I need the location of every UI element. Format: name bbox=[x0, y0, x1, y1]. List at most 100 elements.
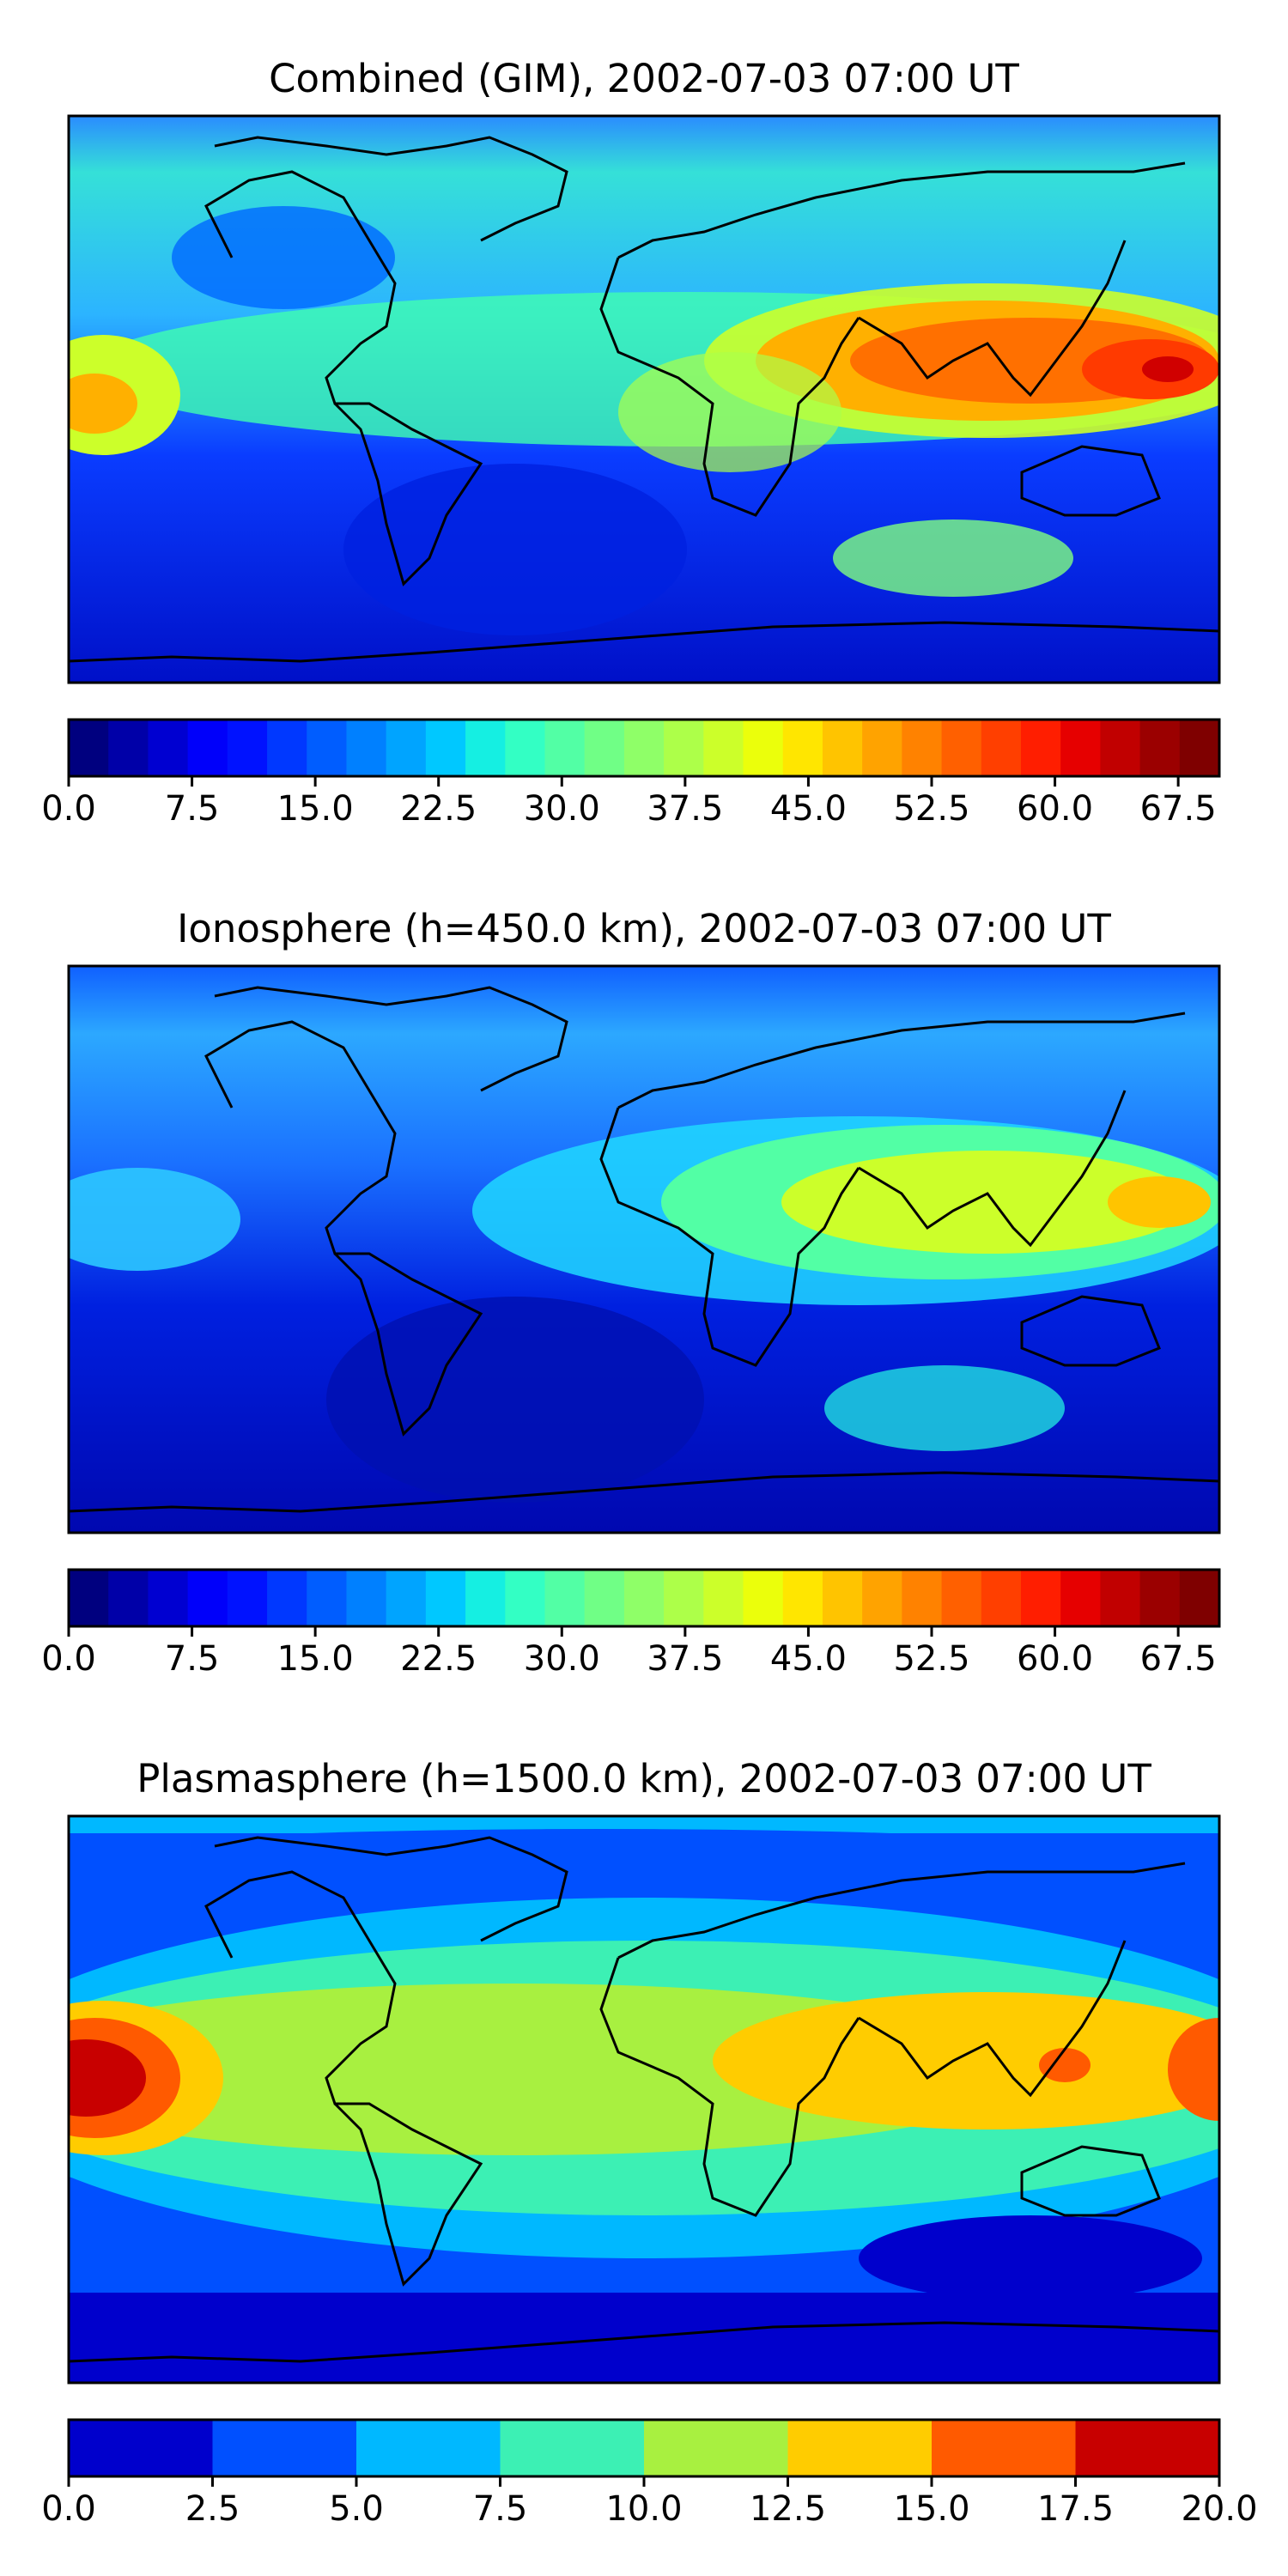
colorbar-segment bbox=[1100, 1570, 1141, 1626]
colorbar-segment bbox=[782, 1570, 823, 1626]
colorbar-tick-label: 67.5 bbox=[1140, 789, 1217, 829]
colorbar-tick-label: 15.0 bbox=[893, 2489, 969, 2529]
colorbar-segment bbox=[187, 720, 228, 776]
colorbar: 0.0 2.5 5.0 7.5 10.0 12.5 15.0 17.5 20.0 bbox=[41, 2418, 1258, 2529]
colorbar-segment bbox=[465, 1570, 506, 1626]
colorbar-segment bbox=[500, 2420, 645, 2476]
colorbar-segment bbox=[981, 720, 1022, 776]
colorbar-segment bbox=[623, 720, 665, 776]
map-svg: 0.0 2.5 5.0 7.5 10.0 12.5 15.0 17.5 20.0 bbox=[41, 1814, 1258, 2529]
colorbar: 0.0 7.5 15.0 22.5 30.0 37.5 45.0 52.5 60.0 67.5 bbox=[41, 718, 1221, 829]
colorbar-segment bbox=[664, 1570, 704, 1626]
colorbar-segment bbox=[703, 1570, 744, 1626]
colorbar-segment bbox=[932, 2420, 1076, 2476]
colorbar-segment bbox=[505, 1570, 545, 1626]
map-plot-area bbox=[69, 116, 1219, 683]
colorbar-segment bbox=[544, 720, 586, 776]
panel-plasmasphere: Plasmasphere (h=1500.0 km), 2002-07-03 0… bbox=[0, 1700, 1288, 2559]
colorbar-segment bbox=[862, 720, 902, 776]
colorbar-segment bbox=[981, 1570, 1022, 1626]
colorbar-segment bbox=[743, 720, 784, 776]
colorbar-segment bbox=[664, 720, 704, 776]
colorbar-tick-label: 5.0 bbox=[329, 2489, 384, 2529]
colorbar-segment bbox=[644, 2420, 788, 2476]
colorbar-segment bbox=[69, 2420, 213, 2476]
colorbar-segment bbox=[1139, 720, 1181, 776]
colorbar-tick-label: 0.0 bbox=[41, 789, 96, 829]
colorbar-tick-label: 12.5 bbox=[750, 2489, 826, 2529]
colorbar-segment bbox=[862, 1570, 902, 1626]
colorbar-segment bbox=[227, 720, 268, 776]
colorbar-segment bbox=[941, 1570, 982, 1626]
panel-title: Ionosphere (h=450.0 km), 2002-07-03 07:0… bbox=[177, 906, 1111, 951]
colorbar-segment bbox=[544, 1570, 586, 1626]
colorbar-segment bbox=[902, 720, 943, 776]
colorbar-segment bbox=[69, 1570, 109, 1626]
colorbar-tick-label: 30.0 bbox=[524, 1639, 600, 1679]
colorbar-segment bbox=[148, 720, 189, 776]
map-frame bbox=[67, 1814, 1221, 2385]
panel-ionosphere: Ionosphere (h=450.0 km), 2002-07-03 07:0… bbox=[0, 850, 1288, 1709]
colorbar-segment bbox=[623, 1570, 665, 1626]
colorbar-segment bbox=[425, 720, 466, 776]
colorbar-segment bbox=[307, 720, 347, 776]
colorbar-segment bbox=[1179, 720, 1220, 776]
colorbar-segment bbox=[212, 2420, 357, 2476]
map-frame bbox=[67, 964, 1221, 1534]
colorbar-segment bbox=[822, 1570, 863, 1626]
colorbar-tick-label: 52.5 bbox=[893, 789, 969, 829]
colorbar-tick-label: 60.0 bbox=[1017, 1639, 1093, 1679]
colorbar-segment bbox=[584, 720, 625, 776]
colorbar-segment bbox=[108, 1570, 149, 1626]
colorbar-segment bbox=[267, 720, 307, 776]
colorbar-segment bbox=[941, 720, 982, 776]
map-frame bbox=[67, 114, 1221, 684]
colorbar-tick-label: 30.0 bbox=[524, 789, 600, 829]
colorbar-tick-label: 45.0 bbox=[770, 789, 847, 829]
colorbar-tick-label: 60.0 bbox=[1017, 789, 1093, 829]
colorbar-segment bbox=[386, 1570, 427, 1626]
colorbar-segment bbox=[267, 1570, 307, 1626]
colorbar-tick-label: 0.0 bbox=[41, 2489, 96, 2529]
colorbar-tick-label: 7.5 bbox=[473, 2489, 528, 2529]
colorbar: 0.0 7.5 15.0 22.5 30.0 37.5 45.0 52.5 60.0 67.5 bbox=[41, 1568, 1221, 1679]
colorbar-tick-label: 7.5 bbox=[165, 1639, 220, 1679]
colorbar-tick-label: 10.0 bbox=[605, 2489, 682, 2529]
colorbar-segment bbox=[1179, 1570, 1220, 1626]
colorbar-segment bbox=[584, 1570, 625, 1626]
panel-combined: Combined (GIM), 2002-07-03 07:00 UT bbox=[0, 0, 1288, 859]
map-plot-area bbox=[69, 966, 1219, 1533]
colorbar-segment bbox=[346, 720, 387, 776]
colorbar-segment bbox=[1075, 2420, 1220, 2476]
colorbar-segment bbox=[787, 2420, 933, 2476]
colorbar-frame bbox=[67, 718, 1221, 778]
colorbar-segment bbox=[69, 720, 109, 776]
colorbar-segment bbox=[1060, 1570, 1101, 1626]
colorbar-segment bbox=[386, 720, 427, 776]
colorbar-segment bbox=[465, 720, 506, 776]
colorbar-tick-label: 22.5 bbox=[400, 789, 477, 829]
colorbar-segment bbox=[505, 720, 545, 776]
colorbar-segment bbox=[822, 720, 863, 776]
colorbar-tick-label: 52.5 bbox=[893, 1639, 969, 1679]
colorbar-tick-label: 37.5 bbox=[647, 789, 723, 829]
colorbar-tick-label: 20.0 bbox=[1181, 2489, 1257, 2529]
map-plot-area bbox=[69, 1816, 1219, 2383]
colorbar-segment bbox=[1060, 720, 1101, 776]
colorbar-tick-label: 45.0 bbox=[770, 1639, 847, 1679]
colorbar-segment bbox=[356, 2420, 501, 2476]
colorbar-tick-label: 0.0 bbox=[41, 1639, 96, 1679]
colorbar-segment bbox=[307, 1570, 347, 1626]
colorbar-tick-label: 22.5 bbox=[400, 1639, 477, 1679]
colorbar-segment bbox=[1020, 720, 1061, 776]
colorbar-tick-label: 15.0 bbox=[277, 789, 354, 829]
colorbar-segment bbox=[1139, 1570, 1181, 1626]
colorbar-tick-label: 17.5 bbox=[1037, 2489, 1114, 2529]
colorbar-segment bbox=[346, 1570, 387, 1626]
panel-title: Plasmasphere (h=1500.0 km), 2002-07-03 0… bbox=[137, 1756, 1151, 1801]
colorbar-tick-label: 7.5 bbox=[165, 789, 220, 829]
colorbar-segment bbox=[1020, 1570, 1061, 1626]
colorbar-segment bbox=[108, 720, 149, 776]
colorbar-segment bbox=[227, 1570, 268, 1626]
map-svg: 0.0 7.5 15.0 22.5 30.0 37.5 45.0 52.5 60.0 67.5 bbox=[41, 114, 1221, 829]
